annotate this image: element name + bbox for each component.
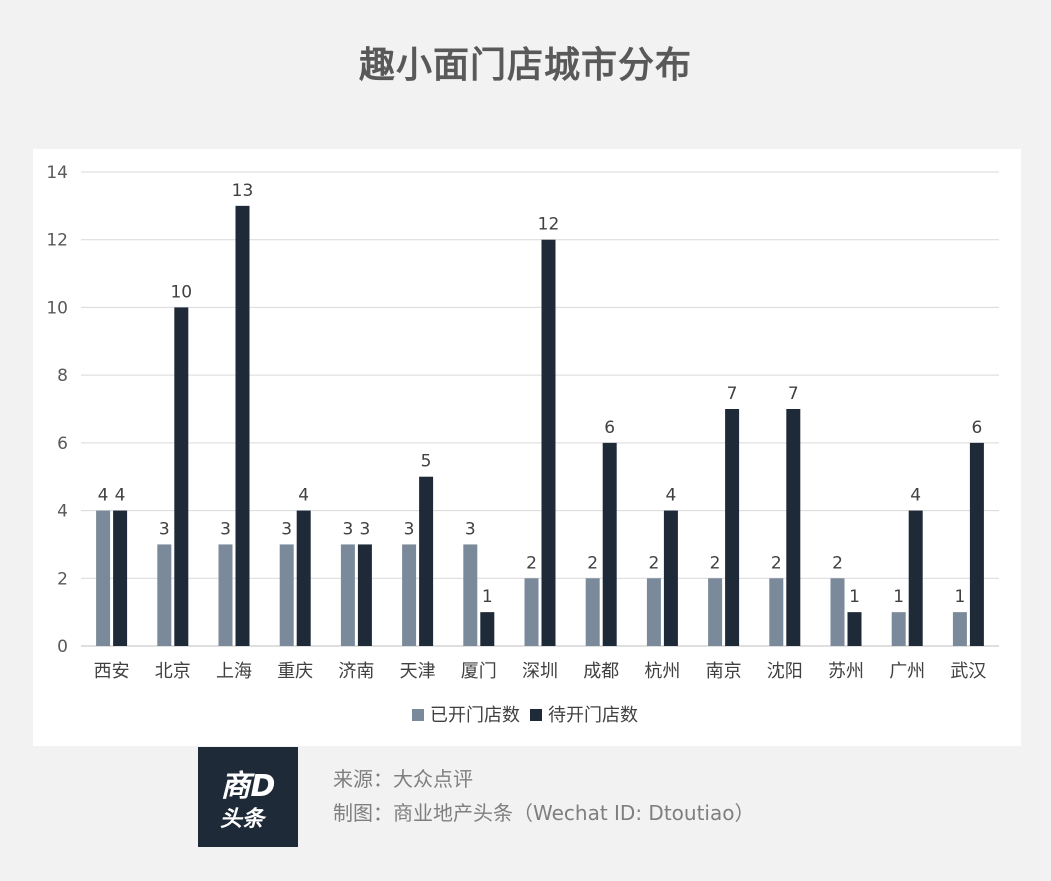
data-label: 2 bbox=[771, 553, 782, 573]
bar-pending bbox=[174, 307, 189, 646]
bar-opened bbox=[157, 544, 172, 646]
data-label: 7 bbox=[727, 384, 738, 404]
x-tick-label: 济南 bbox=[338, 661, 374, 682]
y-tick-label: 8 bbox=[57, 366, 68, 386]
x-tick-label: 成都 bbox=[583, 661, 619, 682]
data-label: 7 bbox=[788, 384, 799, 404]
data-label: 1 bbox=[893, 587, 904, 607]
data-label: 3 bbox=[220, 519, 231, 539]
source-note: 来源：大众点评 bbox=[333, 767, 473, 791]
logo-line1: 商D bbox=[221, 769, 276, 804]
bar-pending bbox=[847, 612, 862, 646]
legend-swatch-opened bbox=[412, 709, 424, 721]
x-tick-label: 上海 bbox=[216, 661, 252, 682]
logo-line2: 头条 bbox=[220, 807, 267, 832]
x-tick-label: 深圳 bbox=[522, 661, 558, 682]
x-tick-label: 广州 bbox=[889, 661, 925, 682]
data-label: 5 bbox=[421, 452, 432, 472]
bar-opened bbox=[218, 544, 233, 646]
y-tick-label: 10 bbox=[46, 298, 68, 318]
bar-pending bbox=[480, 612, 495, 646]
data-label: 3 bbox=[359, 519, 370, 539]
bar-opened bbox=[402, 544, 417, 646]
data-label: 4 bbox=[665, 486, 676, 506]
data-label: 4 bbox=[98, 486, 109, 506]
bar-pending bbox=[969, 442, 984, 646]
bar-opened bbox=[708, 578, 723, 646]
data-label: 3 bbox=[465, 519, 476, 539]
x-tick-label: 厦门 bbox=[461, 661, 497, 682]
bar-pending bbox=[786, 409, 801, 646]
data-label: 13 bbox=[232, 181, 254, 201]
data-label: 2 bbox=[587, 553, 598, 573]
bar-opened bbox=[830, 578, 845, 646]
data-label: 1 bbox=[954, 587, 965, 607]
data-label: 1 bbox=[849, 587, 860, 607]
y-tick-label: 12 bbox=[46, 231, 68, 251]
credit-note: 制图：商业地产头条（Wechat ID: Dtoutiao） bbox=[333, 801, 755, 825]
data-label: 3 bbox=[342, 519, 353, 539]
data-label: 2 bbox=[832, 553, 843, 573]
bar-pending bbox=[357, 544, 372, 646]
data-label: 6 bbox=[604, 418, 615, 438]
data-label: 3 bbox=[281, 519, 292, 539]
bar-opened bbox=[279, 544, 294, 646]
bar-pending bbox=[725, 409, 740, 646]
bar-opened bbox=[769, 578, 784, 646]
data-label: 3 bbox=[159, 519, 170, 539]
data-label: 4 bbox=[298, 486, 309, 506]
chart-panel: 0 2 4 6 8 10 12 14 4 4 西安 3 10 北京 3 13 上海 3 4 重庆 3 3 济南 3 5 天津 3 1 厦… bbox=[33, 149, 1021, 746]
y-tick-label: 0 bbox=[57, 637, 68, 657]
y-tick-label: 6 bbox=[57, 434, 68, 454]
y-tick-label: 14 bbox=[46, 163, 68, 183]
data-label: 2 bbox=[648, 553, 659, 573]
legend-label-pending: 待开门店数 bbox=[548, 705, 638, 726]
data-label: 6 bbox=[971, 418, 982, 438]
bar-pending bbox=[113, 510, 128, 646]
x-tick-label: 西安 bbox=[94, 661, 130, 682]
y-tick-label: 2 bbox=[57, 569, 68, 589]
x-tick-label: 武汉 bbox=[950, 661, 986, 682]
x-tick-label: 杭州 bbox=[644, 661, 680, 682]
data-label: 2 bbox=[526, 553, 537, 573]
x-tick-label: 北京 bbox=[155, 661, 191, 682]
chart-title: 趣小面门店城市分布 bbox=[358, 45, 692, 86]
brand-logo: 商D 头条 bbox=[198, 747, 298, 847]
x-tick-label: 天津 bbox=[400, 661, 436, 682]
bar-pending bbox=[663, 510, 678, 646]
brand-logo-mark: 商D 头条 bbox=[220, 769, 276, 832]
legend-swatch-pending bbox=[530, 709, 542, 721]
x-tick-label: 重庆 bbox=[277, 661, 313, 682]
bar-opened bbox=[585, 578, 600, 646]
bar-opened bbox=[96, 510, 111, 646]
data-label: 4 bbox=[115, 486, 126, 506]
x-tick-label: 南京 bbox=[706, 661, 742, 682]
bar-pending bbox=[541, 239, 556, 646]
legend-label-opened: 已开门店数 bbox=[430, 705, 520, 726]
x-tick-label: 苏州 bbox=[828, 661, 864, 682]
bar-opened bbox=[952, 612, 967, 646]
bar-pending bbox=[908, 510, 923, 646]
bar-pending bbox=[235, 205, 250, 646]
bar-pending bbox=[602, 442, 617, 646]
bar-opened bbox=[524, 578, 539, 646]
data-label: 12 bbox=[538, 215, 560, 235]
bar-opened bbox=[891, 612, 906, 646]
bar-opened bbox=[340, 544, 355, 646]
bar-pending bbox=[419, 476, 434, 646]
data-label: 4 bbox=[910, 486, 921, 506]
data-label: 2 bbox=[710, 553, 721, 573]
data-label: 10 bbox=[170, 282, 192, 302]
data-label: 1 bbox=[482, 587, 493, 607]
bar-opened bbox=[646, 578, 661, 646]
bar-pending bbox=[296, 510, 311, 646]
x-tick-label: 沈阳 bbox=[767, 661, 803, 682]
y-tick-label: 4 bbox=[57, 502, 68, 522]
data-label: 3 bbox=[404, 519, 415, 539]
bar-opened bbox=[463, 544, 478, 646]
